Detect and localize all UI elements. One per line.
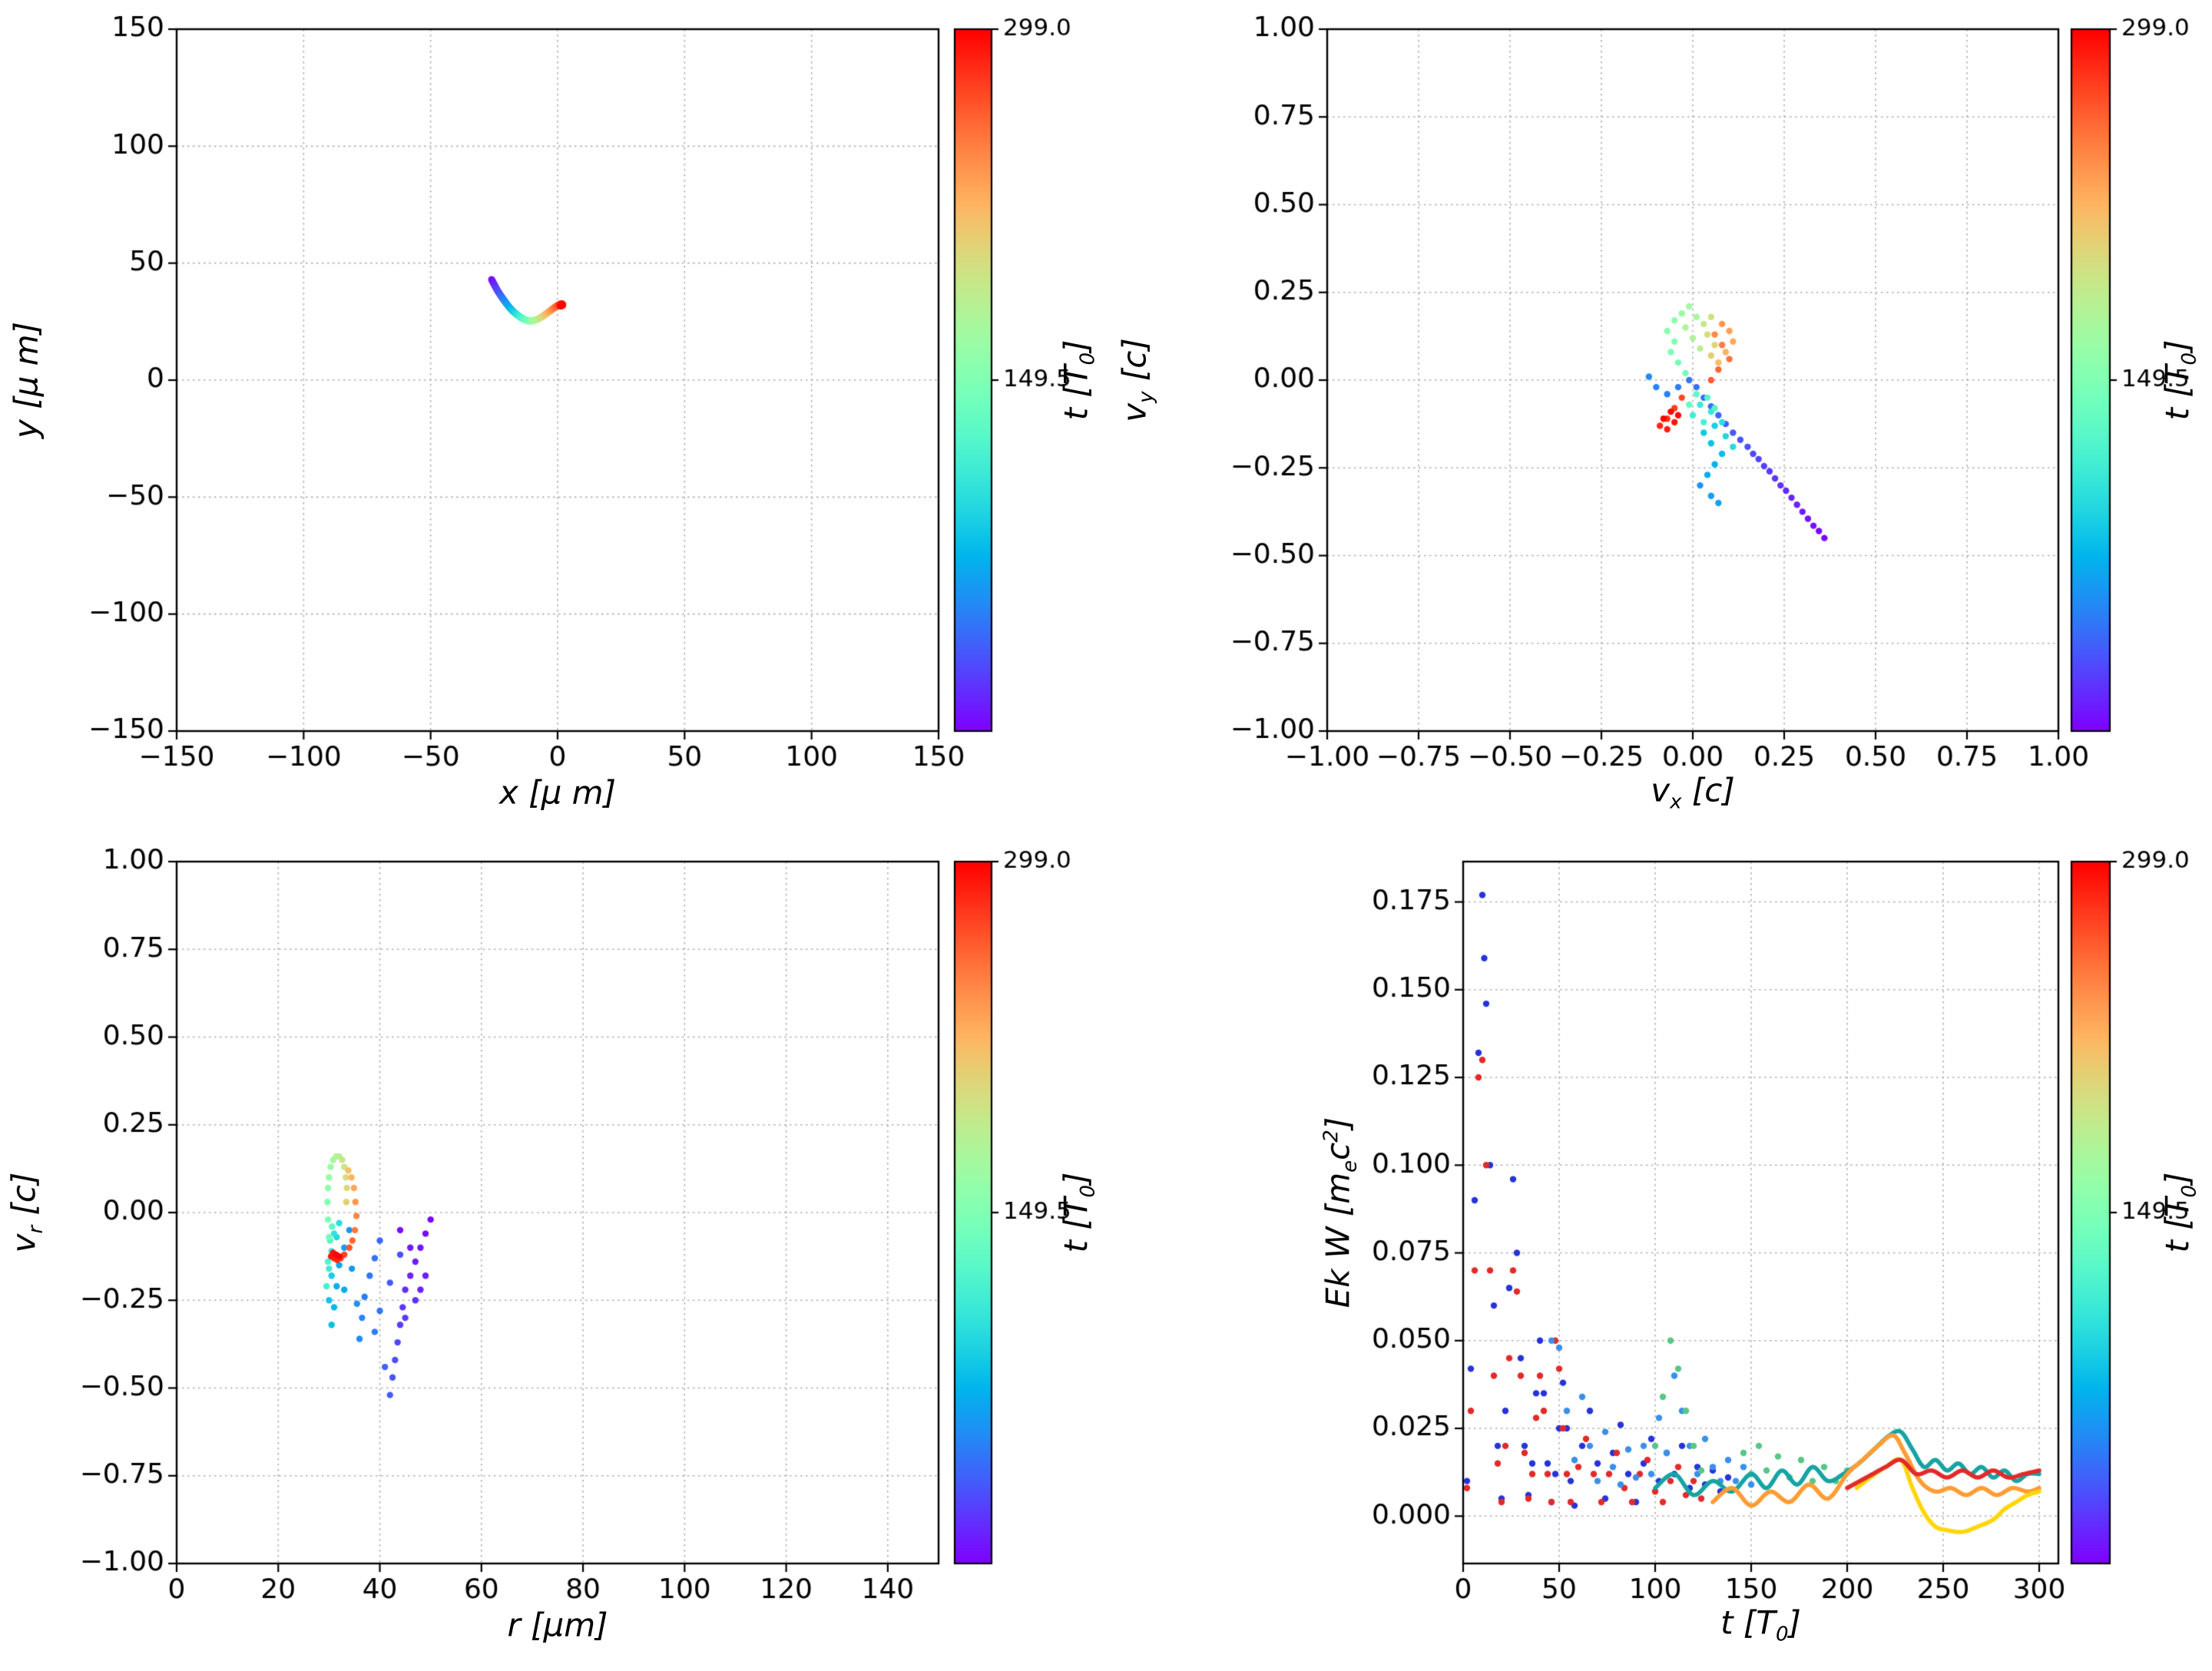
xlabel-rvr: r [μm] [507, 1606, 608, 1644]
plot-canvas-vxvy [1106, 0, 2212, 836]
plot-canvas-ekw [1106, 836, 2212, 1671]
colorbar-label-xy: t [T0] [1057, 339, 1100, 421]
colorbar-label-ekw: t [T0] [2158, 1172, 2201, 1253]
ylabel-vxvy: vy [c] [1115, 338, 1158, 422]
colorbar-label-vxvy: t [T0] [2158, 339, 2201, 421]
ylabel-rvr: vr [c] [5, 1172, 48, 1253]
xlabel-vxvy: vx [c] [1651, 771, 1735, 814]
plot-canvas-rvr [0, 836, 1106, 1671]
plot-canvas-xy [0, 0, 1106, 836]
xlabel-ekw: t [T0] [1720, 1603, 1801, 1646]
ylabel-ekw: Ek W [mec2] [1319, 1117, 1362, 1309]
ylabel-xy: y [μ m] [7, 322, 45, 438]
xlabel-xy: x [μ m] [499, 773, 616, 812]
colorbar-label-rvr: t [T0] [1057, 1172, 1100, 1253]
